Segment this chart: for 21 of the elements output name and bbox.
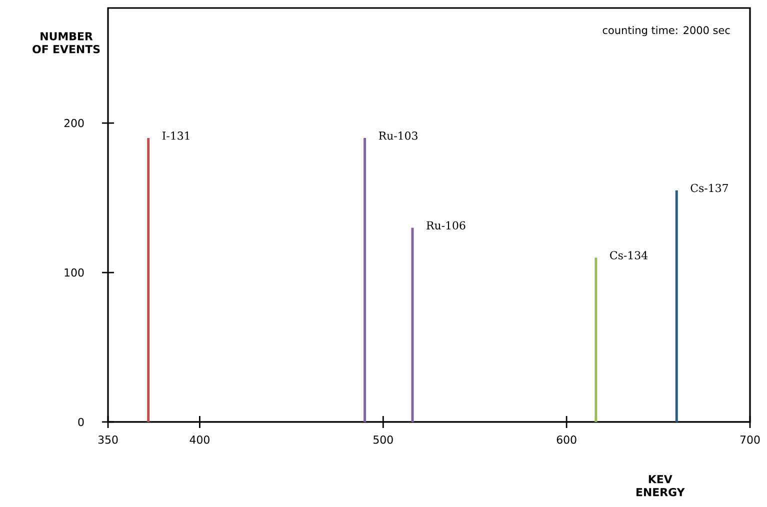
bar: [675, 190, 678, 422]
annotation: Ru-103: [378, 132, 418, 140]
x-tick-label: 700: [740, 436, 760, 444]
annotation: Cs-134: [610, 251, 648, 260]
x-axis-title: KEV ENERGY: [636, 475, 685, 496]
x-tick-label: 500: [374, 436, 393, 444]
y-tick-label: 100: [64, 268, 84, 277]
y-tick-label: 0: [78, 418, 84, 426]
bar: [147, 138, 150, 422]
y-axis-title: NUMBER OF EVENTS: [32, 32, 100, 54]
bar: [594, 258, 598, 422]
annotation: Ru-106: [426, 221, 466, 230]
x-tick-label: 400: [190, 436, 210, 444]
annotation: I-131: [162, 132, 190, 140]
annotation: counting time: 2000 sec: [602, 26, 730, 36]
bar: [411, 228, 414, 422]
y-tick-label: 200: [64, 118, 84, 128]
annotation: Cs-137: [690, 184, 728, 192]
bar: [364, 138, 366, 422]
x-tick-label: 600: [556, 436, 576, 444]
x-tick-label: 350: [98, 436, 118, 444]
